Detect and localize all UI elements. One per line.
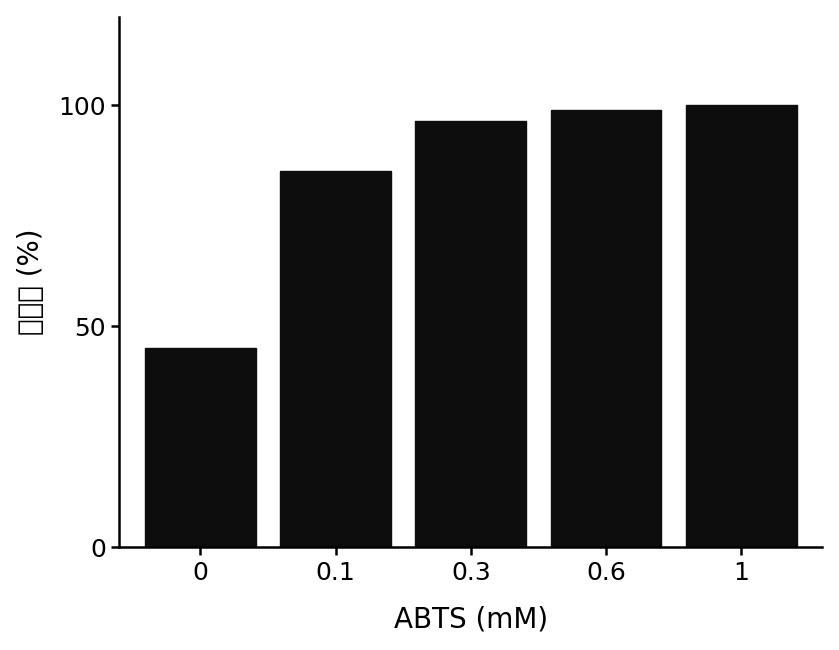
- Bar: [145, 348, 256, 547]
- Bar: [685, 105, 797, 547]
- Bar: [415, 121, 526, 547]
- Bar: [550, 110, 661, 547]
- Bar: [280, 172, 391, 547]
- X-axis label: ABTS (mM): ABTS (mM): [393, 605, 548, 633]
- Y-axis label: 降解率 (%): 降解率 (%): [17, 229, 44, 335]
